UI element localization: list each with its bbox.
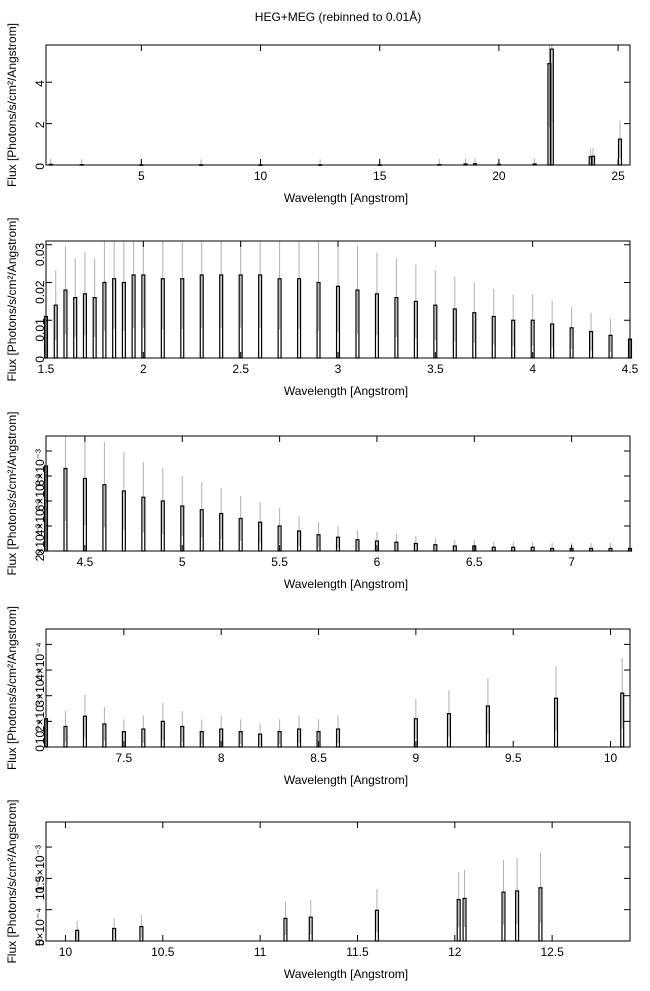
x-tick-label: 6 bbox=[374, 555, 381, 569]
plot-frame bbox=[45, 821, 631, 942]
y-tick-label: 8×10⁻³ bbox=[33, 449, 47, 486]
y-tick-label: 0.01 bbox=[33, 318, 47, 342]
x-tick-label: 25 bbox=[611, 169, 625, 183]
x-tick-label: 3 bbox=[335, 362, 342, 376]
x-tick-label: 11.5 bbox=[346, 945, 369, 959]
y-tick-label: 2 bbox=[33, 121, 47, 128]
plot-frame bbox=[45, 435, 631, 552]
x-tick-label: 6.5 bbox=[466, 555, 483, 569]
y-tick-label: 6×10⁻³ bbox=[33, 474, 47, 511]
y-tick-label: 0 bbox=[33, 939, 47, 946]
x-tick-label: 10 bbox=[604, 751, 618, 765]
x-tick-label: 10 bbox=[59, 945, 73, 959]
y-tick-label: 3×10⁻⁴ bbox=[33, 668, 47, 707]
y-axis-label: Flux [Photons/s/cm²/Angstrom] bbox=[5, 217, 19, 381]
x-tick-label: 12.5 bbox=[540, 945, 564, 959]
y-tick-label: 5×10⁻⁴ bbox=[33, 908, 47, 947]
x-axis-label: Wavelength [Angstrom] bbox=[284, 773, 408, 787]
y-axis-label: Flux [Photons/s/cm²/Angstrom] bbox=[5, 606, 19, 770]
y-tick-label: 4×10⁻³ bbox=[33, 499, 47, 536]
y-axis-label: Flux [Photons/s/cm²/Angstrom] bbox=[5, 411, 19, 575]
y-tick-label: 0 bbox=[33, 745, 47, 752]
x-tick-label: 5 bbox=[138, 169, 145, 183]
y-tick-label: 0.02 bbox=[33, 280, 47, 304]
x-tick-label: 9 bbox=[413, 751, 420, 765]
y-tick-label: 10⁻⁴ bbox=[33, 719, 47, 744]
chart-panel-2: 1.5 2 2.5 3 3.5 4 4.5 0 0.01 0.02 0.03 Wavelength [… bbox=[5, 217, 639, 398]
y-axis-label: Flux [Photons/s/cm²/Angstrom] bbox=[5, 799, 19, 963]
y-tick-label: 0.03 bbox=[33, 242, 47, 266]
chart-panel-4: 7.5 8 8.5 9 9.5 10 010⁻⁴2×10⁻⁴3×10⁻⁴4×10⁻⁴ Wave… bbox=[5, 606, 631, 787]
x-tick-label: 4 bbox=[529, 362, 536, 376]
x-tick-label: 7 bbox=[568, 555, 575, 569]
x-tick-label: 3.5 bbox=[427, 362, 444, 376]
y-tick-label: 2×10⁻³ bbox=[33, 524, 47, 561]
x-tick-label: 12 bbox=[448, 945, 462, 959]
x-tick-label: 5 bbox=[179, 555, 186, 569]
x-tick-label: 2 bbox=[140, 362, 147, 376]
y-tick-label: 4×10⁻⁴ bbox=[33, 642, 47, 681]
x-tick-label: 1.5 bbox=[38, 362, 55, 376]
chart-panel-5: 10 10.5 11 11.5 12 12.5 05×10⁻⁴ 10⁻³1.5×10⁻³ Wav… bbox=[5, 799, 631, 981]
x-axis-label: Wavelength [Angstrom] bbox=[284, 191, 408, 205]
y-tick-label: 0 bbox=[33, 163, 47, 170]
chart-panel-1: 5 10 15 20 25 0 2 4 Wavelength [Angstrom] Flux [P… bbox=[5, 23, 631, 205]
y-tick-label: 2×10⁻⁴ bbox=[33, 694, 47, 733]
y-tick-label: 4 bbox=[33, 80, 47, 87]
y-tick-label: 1.5×10⁻³ bbox=[33, 845, 47, 892]
x-tick-label: 2.5 bbox=[232, 362, 249, 376]
x-tick-label: 20 bbox=[492, 169, 506, 183]
x-tick-label: 15 bbox=[373, 169, 387, 183]
x-tick-label: 9.5 bbox=[505, 751, 522, 765]
x-tick-label: 4.5 bbox=[622, 362, 639, 376]
x-axis-label: Wavelength [Angstrom] bbox=[284, 384, 408, 398]
x-tick-label: 10.5 bbox=[151, 945, 175, 959]
x-tick-label: 10 bbox=[254, 169, 268, 183]
x-tick-label: 8 bbox=[218, 751, 225, 765]
plot-frame bbox=[45, 44, 631, 166]
x-tick-label: 4.5 bbox=[77, 555, 94, 569]
y-tick-label: 0 bbox=[33, 356, 47, 363]
y-tick-label: 10⁻³ bbox=[33, 876, 47, 900]
x-tick-label: 11 bbox=[254, 945, 267, 959]
x-tick-label: 8.5 bbox=[310, 751, 327, 765]
x-axis-label: Wavelength [Angstrom] bbox=[284, 967, 408, 981]
y-tick-label: 0 bbox=[33, 549, 47, 556]
x-tick-label: 5.5 bbox=[271, 555, 288, 569]
y-axis-label: Flux [Photons/s/cm²/Angstrom] bbox=[5, 23, 19, 187]
chart-panel-3: 4.5 5 5.5 6 6.5 7 02×10⁻³4×10⁻³6×10⁻³8×10⁻³ Wav… bbox=[5, 411, 633, 591]
plot-frame bbox=[45, 628, 631, 748]
x-tick-label: 7.5 bbox=[116, 751, 133, 765]
figure-title: HEG+MEG (rebinned to 0.01Å) bbox=[254, 10, 422, 24]
x-axis-label: Wavelength [Angstrom] bbox=[284, 577, 408, 591]
